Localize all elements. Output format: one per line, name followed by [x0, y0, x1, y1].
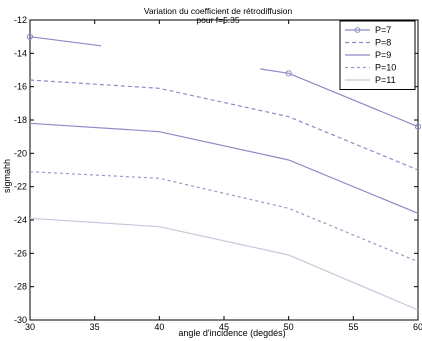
- y-tick-label: -20: [14, 148, 27, 158]
- series-line-P10: [29, 171, 419, 263]
- y-tick-label: -14: [14, 48, 27, 58]
- x-tick-label: 30: [25, 322, 35, 332]
- y-tick-label: -22: [14, 182, 27, 192]
- y-tick-label: -26: [14, 248, 27, 258]
- x-tick-label: 60: [413, 322, 422, 332]
- chart-title: Variation du coefficient de rétrodiffusi…: [144, 6, 293, 16]
- data-point: [285, 70, 292, 77]
- image-artifacts: [101, 30, 261, 74]
- x-tick-label: 35: [90, 322, 100, 332]
- chart-subtitle: pour f=5.35: [196, 15, 240, 25]
- series-line-P11: [29, 217, 419, 311]
- y-tick-label: -16: [14, 82, 27, 92]
- legend-label: P=7: [375, 25, 391, 35]
- legend-label: P=11: [375, 75, 396, 85]
- x-axis-label: angle d'incidence (degdés): [178, 328, 285, 338]
- y-tick-label: -24: [14, 215, 27, 225]
- x-tick-label: 50: [284, 322, 294, 332]
- y-tick-label: -12: [14, 15, 27, 25]
- ticks-layer: 30 35 40 45 50 55 60 -30 -28 -26 -24 -22 -20 -18 -16 -1…: [14, 15, 422, 332]
- legend-label: P=10: [375, 63, 396, 73]
- data-point: [414, 123, 422, 130]
- y-tick-label: -18: [14, 115, 27, 125]
- y-tick-label: -28: [14, 282, 27, 292]
- x-tick-label: 45: [219, 322, 229, 332]
- series-line-P8: [29, 79, 419, 171]
- legend-marker: [354, 27, 361, 33]
- y-tick-label: -30: [14, 315, 27, 325]
- legend-label: P=9: [375, 50, 391, 60]
- x-tick-label: 55: [348, 322, 358, 332]
- data-point: [26, 33, 34, 40]
- y-axis-label: sigmahh: [2, 159, 12, 193]
- legend: P=7 P=8 P=9 P=10 P=11: [339, 20, 416, 90]
- series-line-P9: [29, 122, 419, 214]
- legend-label: P=8: [375, 38, 391, 48]
- x-tick-label: 40: [154, 322, 164, 332]
